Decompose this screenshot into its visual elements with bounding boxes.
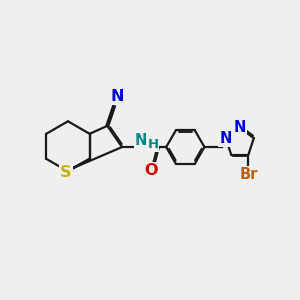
Text: N: N: [110, 89, 124, 104]
Text: N: N: [135, 133, 147, 148]
Text: Br: Br: [239, 167, 258, 182]
Text: S: S: [60, 165, 72, 180]
Text: N: N: [220, 130, 232, 146]
Text: O: O: [144, 163, 158, 178]
Text: N: N: [234, 120, 246, 135]
Text: H: H: [147, 138, 158, 151]
